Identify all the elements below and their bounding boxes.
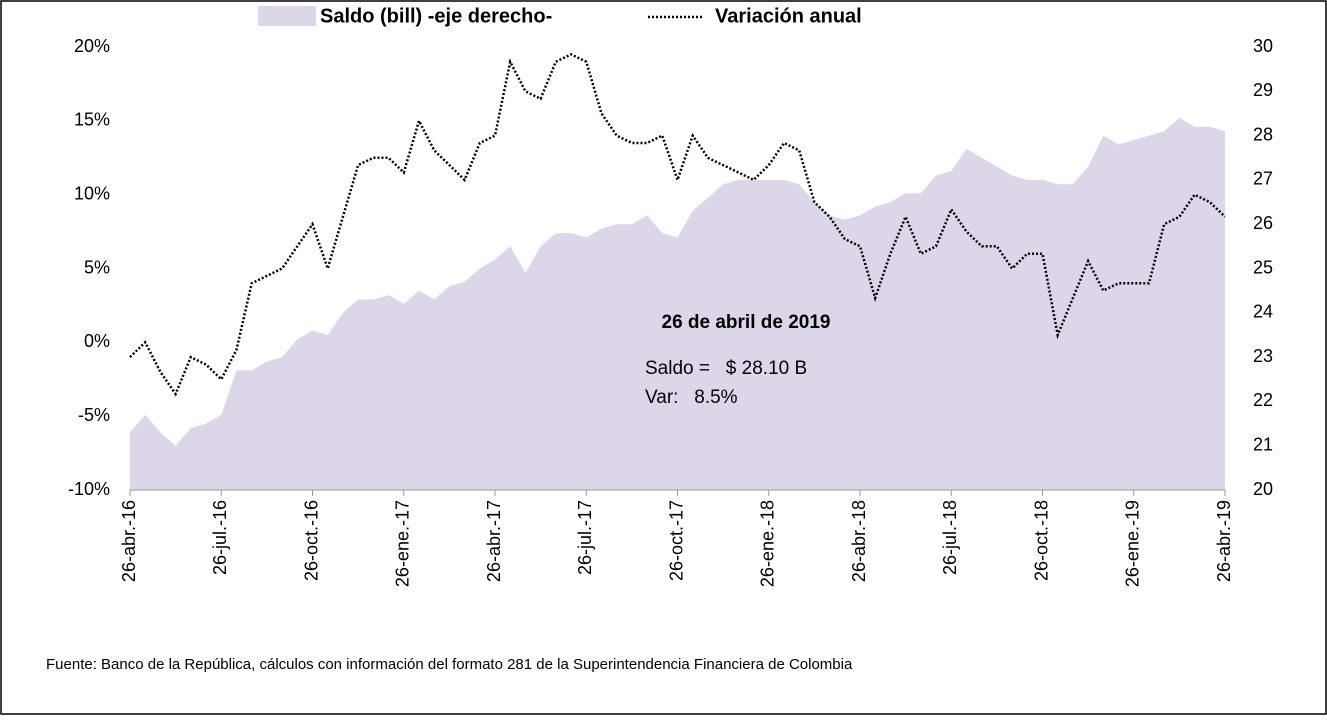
x-tick-label: 26-ene.-17 — [393, 500, 413, 587]
y-tick-label: 0% — [84, 331, 110, 351]
x-tick-label: 26-oct.-16 — [301, 500, 321, 581]
y2-tick-label: 25 — [1253, 257, 1273, 277]
annotation-text: Saldo = $ 28.10 B — [645, 358, 807, 379]
y2-tick-label: 21 — [1253, 434, 1273, 454]
line — [129, 53, 1226, 397]
x-tick-label: 26-ene.-18 — [758, 500, 778, 587]
annotation-text: Var: 8.5% — [645, 387, 738, 408]
y2-tick-label: 28 — [1253, 124, 1273, 144]
x-tick-label: 26-jul.-18 — [940, 500, 960, 575]
x-tick-label: 26-jul.-16 — [210, 500, 230, 575]
x-tick-label: 26-abr.-17 — [484, 500, 504, 582]
x-tick-label: 26-jul.-17 — [575, 500, 595, 575]
y2-tick-label: 24 — [1253, 302, 1273, 322]
legend-label: Variación anual — [715, 5, 862, 27]
y-tick-label: -10% — [68, 479, 110, 499]
y-tick-label: 20% — [74, 36, 110, 56]
y2-tick-label: 26 — [1253, 213, 1273, 233]
y2-tick-label: 20 — [1253, 479, 1273, 499]
plot: -10% -5% 0% 5% 10% 15% 20% 20 21 22 23 24 25 26 27 28 29… — [68, 5, 1273, 587]
y-tick-label: -5% — [78, 405, 110, 425]
x-tick-label: 26-oct.-17 — [666, 500, 686, 581]
y2-tick-label: 29 — [1253, 80, 1273, 100]
y2-tick-label: 27 — [1253, 169, 1273, 189]
y-tick-label: 10% — [74, 183, 110, 203]
legend-label: Saldo (bill) -eje derecho- — [320, 5, 552, 27]
x-tick-label: 26-abr.-19 — [1214, 500, 1234, 582]
y-tick-label: 15% — [74, 110, 110, 130]
y2-tick-label: 23 — [1253, 346, 1273, 366]
legend-swatch — [258, 6, 316, 26]
y2-tick-label: 30 — [1253, 36, 1273, 56]
annotation-title: 26 de abril de 2019 — [662, 312, 831, 333]
area — [130, 117, 1225, 491]
x-tick-label: 26-abr.-16 — [119, 500, 139, 582]
x-tick-label: 26-abr.-18 — [849, 500, 869, 582]
x-tick-label: 26-ene.-19 — [1123, 500, 1143, 587]
y-tick-label: 5% — [84, 257, 110, 277]
x-tick-label: 26-oct.-18 — [1031, 500, 1051, 581]
source: Fuente: Banco de la República, cálculos … — [46, 656, 853, 673]
y2-tick-label: 22 — [1253, 390, 1273, 410]
